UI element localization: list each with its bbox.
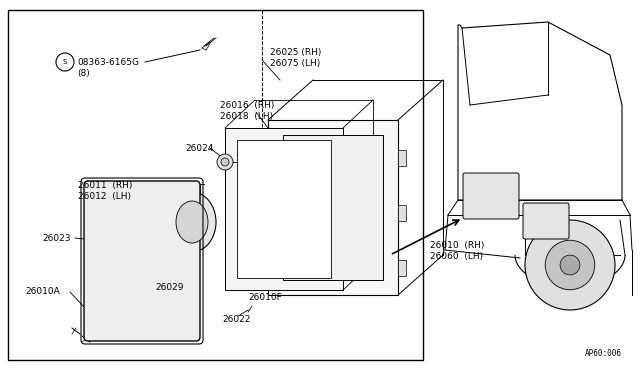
Text: 26010  (RH): 26010 (RH) (430, 241, 484, 250)
Text: 26010A: 26010A (25, 288, 60, 296)
Text: 26023: 26023 (42, 234, 70, 243)
Text: 26011  (RH): 26011 (RH) (78, 180, 132, 189)
Text: 26018  (LH): 26018 (LH) (220, 112, 273, 121)
Bar (8, 10, 423, 360)
FancyBboxPatch shape (463, 173, 519, 219)
Bar (268, 120, 398, 295)
Text: (8): (8) (77, 68, 90, 77)
Bar (237, 140, 331, 278)
Circle shape (560, 255, 580, 275)
Text: 26060  (LH): 26060 (LH) (430, 251, 483, 260)
Circle shape (525, 220, 615, 310)
FancyBboxPatch shape (84, 181, 200, 341)
Text: 26029: 26029 (155, 283, 184, 292)
Circle shape (56, 53, 74, 71)
Text: 26012  (LH): 26012 (LH) (78, 192, 131, 201)
Text: 26016  (RH): 26016 (RH) (220, 100, 275, 109)
Ellipse shape (176, 201, 208, 243)
Text: 26025 (RH): 26025 (RH) (270, 48, 321, 57)
Circle shape (221, 158, 229, 166)
Text: 26010F: 26010F (248, 294, 282, 302)
Ellipse shape (168, 192, 216, 252)
Bar (398, 205, 406, 221)
Text: S: S (63, 59, 67, 65)
Bar (225, 128, 343, 290)
Bar (398, 150, 406, 166)
Text: AP60:006: AP60:006 (585, 349, 622, 358)
FancyBboxPatch shape (523, 203, 569, 239)
Text: 08363-6165G: 08363-6165G (77, 58, 139, 67)
Text: 26022: 26022 (222, 315, 250, 324)
Text: 26075 (LH): 26075 (LH) (270, 58, 320, 67)
Circle shape (545, 240, 595, 290)
Text: 26024: 26024 (185, 144, 213, 153)
Circle shape (217, 154, 233, 170)
Bar (283, 135, 383, 280)
Bar (398, 260, 406, 276)
